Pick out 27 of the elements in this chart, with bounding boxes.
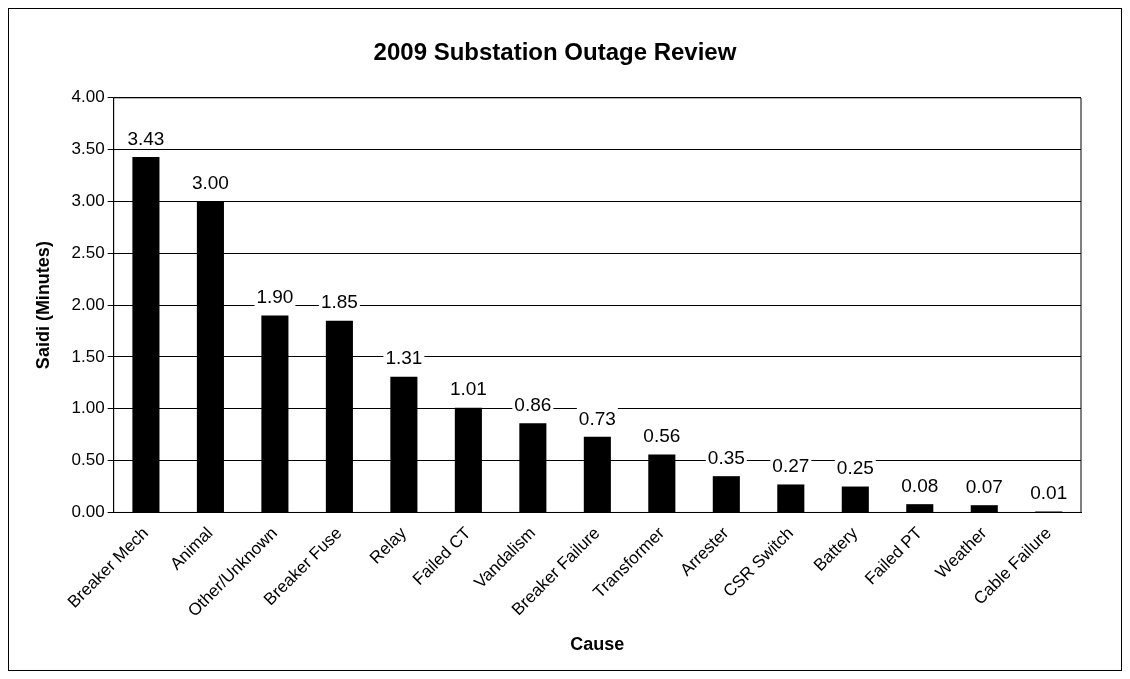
data-label: 3.00 (191, 172, 229, 194)
data-label: 3.43 (127, 127, 165, 149)
y-tick-label: 0.50 (71, 450, 105, 470)
data-label: 0.07 (965, 475, 1003, 497)
data-label: 1.01 (449, 378, 487, 400)
data-label: 0.73 (578, 407, 616, 429)
y-tick-label: 2.50 (71, 242, 105, 262)
y-tick-label: 0.00 (71, 502, 105, 522)
data-label: 0.08 (901, 474, 939, 496)
data-label: 0.25 (836, 457, 874, 479)
y-tick-label: 4.00 (71, 87, 105, 107)
data-label: 0.56 (643, 425, 681, 447)
chart-title: 2009 Substation Outage Review (373, 38, 737, 66)
y-tick-label: 2.00 (71, 294, 105, 314)
y-tick-label: 1.50 (71, 346, 105, 366)
data-label: 0.35 (707, 446, 745, 468)
y-axis-title: Saidi (Minutes) (32, 241, 53, 370)
data-label: 1.85 (320, 291, 358, 313)
y-tick-label: 3.00 (71, 191, 105, 211)
data-label: 0.01 (1030, 482, 1068, 504)
data-label: 0.27 (772, 455, 810, 477)
data-label: 0.86 (514, 394, 552, 416)
data-label: 1.90 (256, 286, 294, 308)
data-label: 1.31 (385, 347, 423, 369)
y-tick-label: 1.00 (71, 398, 105, 418)
y-tick-label: 3.50 (71, 139, 105, 159)
x-axis-title: Cause (570, 634, 625, 655)
